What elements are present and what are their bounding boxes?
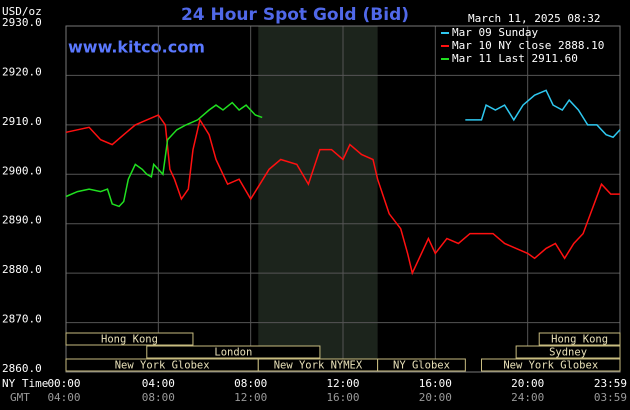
y-tick-label: 2860.0 — [2, 362, 42, 375]
x-tick-label: 08:00 — [234, 377, 267, 390]
session-label: New York NYMEX — [274, 360, 363, 372]
session-label: Hong Kong — [101, 334, 158, 346]
plot-frame — [65, 25, 621, 373]
session-box — [481, 358, 621, 372]
timestamp: March 11, 2025 08:32 — [468, 12, 600, 25]
session-box — [515, 345, 621, 359]
x-tick-label: 12:00 — [326, 377, 359, 390]
x2-tick-label: 12:00 — [234, 391, 267, 404]
session-label: Hong Kong — [551, 334, 608, 346]
chart-title: 24 Hour Spot Gold (Bid) — [181, 5, 409, 25]
legend-label: Mar 09 Sunday — [452, 26, 538, 39]
x2-tick-label: 24:00 — [511, 391, 544, 404]
session-box — [146, 345, 321, 359]
site-label: www.kitco.com — [68, 38, 205, 57]
y-tick-label: 2900.0 — [2, 164, 42, 177]
x2-axis-label: GMT — [10, 391, 30, 404]
x-tick-label: 20:00 — [511, 377, 544, 390]
price-line — [465, 89, 621, 139]
y-tick-label: 2930.0 — [2, 16, 42, 29]
session-box — [377, 358, 466, 372]
price-line — [65, 101, 263, 208]
session-label: New York Globex — [115, 360, 210, 372]
x-tick-label: 00:00 — [47, 377, 80, 390]
y-tick-label: 2920.0 — [2, 65, 42, 78]
legend-label: Mar 10 NY close 2888.10 — [452, 39, 604, 52]
x-tick-label: 04:00 — [142, 377, 175, 390]
x2-tick-label: 16:00 — [326, 391, 359, 404]
legend-label: Mar 11 Last 2911.60 — [452, 52, 578, 65]
y-tick-label: 2890.0 — [2, 214, 42, 227]
session-box — [538, 332, 621, 346]
x2-tick-label: 20:00 — [419, 391, 452, 404]
session-box — [65, 332, 194, 346]
y-tick-label: 2870.0 — [2, 313, 42, 326]
x-tick-label: 23:59 — [594, 377, 627, 390]
price-line — [65, 114, 620, 276]
session-label: New York Globex — [503, 360, 598, 372]
y-tick-label: 2880.0 — [2, 263, 42, 276]
x2-tick-label: 03:59 — [594, 391, 627, 404]
x2-tick-label: 08:00 — [142, 391, 175, 404]
session-label: Sydney — [549, 347, 587, 359]
x-axis-label: NY Time — [2, 377, 48, 390]
session-label: London — [214, 347, 252, 359]
session-label: NY Globex — [393, 360, 450, 372]
x2-tick-label: 04:00 — [47, 391, 80, 404]
y-axis-label: USD/oz — [2, 5, 42, 18]
x-tick-label: 16:00 — [419, 377, 452, 390]
y-tick-label: 2910.0 — [2, 115, 42, 128]
highlight-band — [258, 26, 378, 372]
